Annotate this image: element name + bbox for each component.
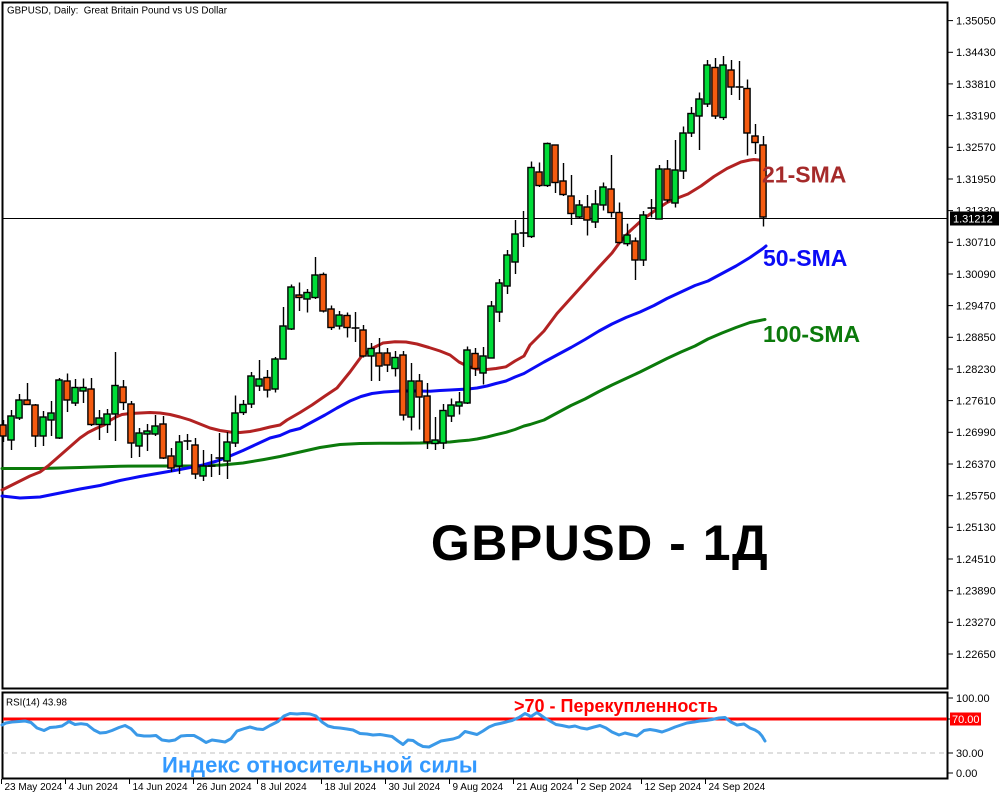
svg-text:100.00: 100.00	[956, 693, 990, 705]
svg-text:2 Sep 2024: 2 Sep 2024	[581, 782, 633, 793]
svg-text:30.00: 30.00	[956, 748, 984, 760]
svg-text:9 Aug 2024: 9 Aug 2024	[453, 782, 504, 793]
svg-text:0.00: 0.00	[956, 768, 977, 780]
svg-text:12 Sep 2024: 12 Sep 2024	[645, 782, 702, 793]
svg-text:GBPUSD - 1Д: GBPUSD - 1Д	[431, 515, 769, 571]
svg-text:1.30710: 1.30710	[956, 237, 996, 249]
svg-text:>70 - Перекупленность: >70 - Перекупленность	[514, 696, 718, 716]
svg-text:1.24510: 1.24510	[956, 554, 996, 566]
svg-text:1.23890: 1.23890	[956, 586, 996, 598]
svg-text:14 Jun 2024: 14 Jun 2024	[133, 782, 188, 793]
svg-text:70.00: 70.00	[952, 714, 980, 726]
svg-text:1.29470: 1.29470	[956, 301, 996, 313]
svg-text:1.33190: 1.33190	[956, 111, 996, 123]
svg-text:1.23270: 1.23270	[956, 617, 996, 629]
svg-text:1.25750: 1.25750	[956, 491, 996, 503]
svg-text:4 Jun 2024: 4 Jun 2024	[69, 782, 119, 793]
svg-text:18 Jul 2024: 18 Jul 2024	[325, 782, 377, 793]
svg-text:26 Jun 2024: 26 Jun 2024	[197, 782, 252, 793]
svg-text:21 Aug 2024: 21 Aug 2024	[517, 782, 574, 793]
svg-text:100-SMA: 100-SMA	[763, 321, 860, 347]
svg-text:21-SMA: 21-SMA	[762, 162, 846, 188]
svg-text:RSI(14) 43.98: RSI(14) 43.98	[6, 698, 68, 709]
svg-text:1.27610: 1.27610	[956, 396, 996, 408]
svg-text:Индекс относительной силы: Индекс относительной силы	[162, 753, 478, 778]
svg-text:1.32570: 1.32570	[956, 142, 996, 154]
svg-text:1.34430: 1.34430	[956, 47, 996, 59]
svg-text:24 Sep 2024: 24 Sep 2024	[709, 782, 766, 793]
svg-text:1.31950: 1.31950	[956, 174, 996, 186]
svg-text:1.28850: 1.28850	[956, 332, 996, 344]
svg-text:1.30090: 1.30090	[956, 269, 996, 281]
svg-text:1.26990: 1.26990	[956, 427, 996, 439]
svg-text:8 Jul 2024: 8 Jul 2024	[261, 782, 308, 793]
svg-text:50-SMA: 50-SMA	[763, 245, 847, 271]
svg-text:1.22650: 1.22650	[956, 649, 996, 661]
svg-text:1.33810: 1.33810	[956, 79, 996, 91]
svg-text:23 May 2024: 23 May 2024	[5, 782, 63, 793]
svg-text:1.25130: 1.25130	[956, 522, 996, 534]
svg-text:1.31212: 1.31212	[953, 214, 993, 226]
svg-text:1.28230: 1.28230	[956, 364, 996, 376]
svg-text:1.35050: 1.35050	[956, 16, 996, 28]
svg-text:GBPUSD, Daily: Great Britain: GBPUSD, Daily: Great Britain Pound vs US…	[7, 6, 228, 17]
svg-text:30 Jul 2024: 30 Jul 2024	[389, 782, 441, 793]
svg-text:1.26370: 1.26370	[956, 459, 996, 471]
